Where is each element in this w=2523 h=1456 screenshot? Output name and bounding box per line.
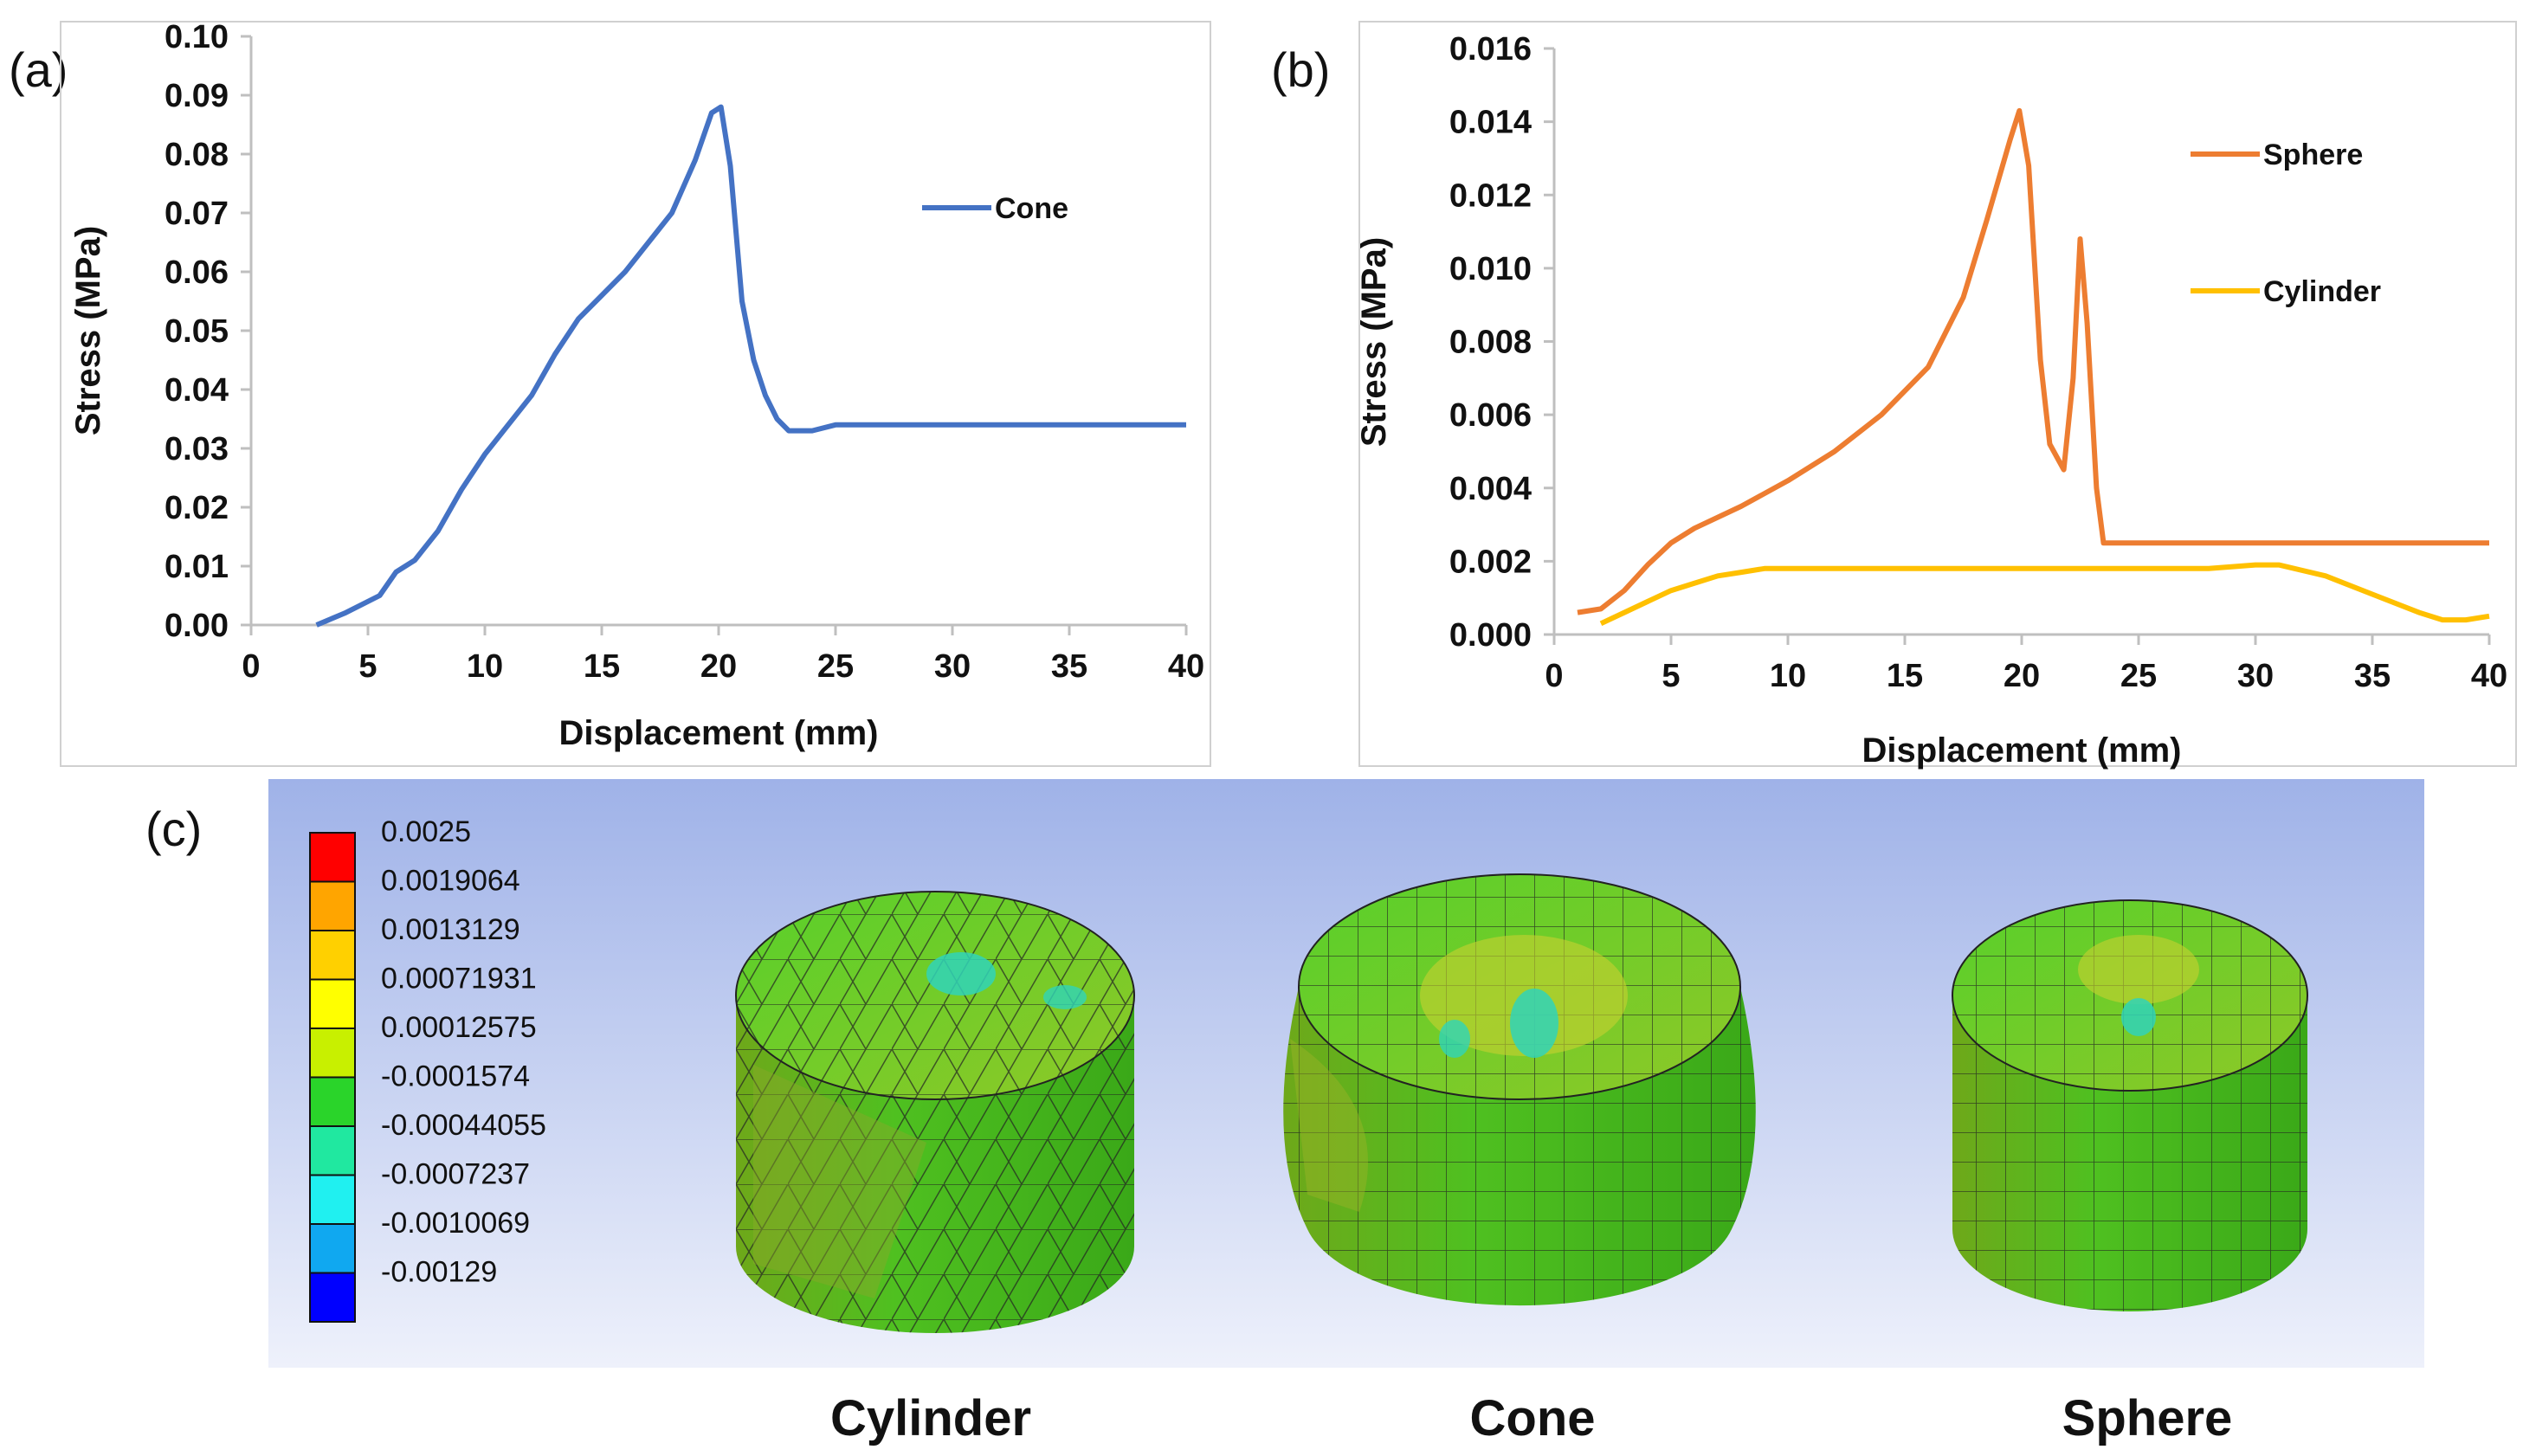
scale-value-label: -0.0001574: [381, 1060, 530, 1093]
scale-color-box: [309, 1125, 356, 1176]
chart-a-y-tick-label: 0.04: [165, 372, 229, 409]
scale-color-box: [309, 880, 356, 931]
chart-b-y-tick-label: 0.014: [1449, 105, 1532, 141]
scale-value-label: -0.00044055: [381, 1109, 546, 1142]
cylinder-legend-label: Cylinder: [2263, 275, 2381, 308]
chart-b-y-axis-label: Stress (MPa): [1355, 237, 1393, 447]
chart-b-x-tick-label: 25: [2120, 658, 2157, 694]
fem-contour-panel: 0.0025 0.0019064 0.0013129 0.00071931 0.0001…: [268, 779, 2424, 1368]
chart-a-y-tick-label: 0.06: [165, 254, 229, 291]
scale-value-label: 0.0025: [381, 815, 471, 848]
chart-a-x-tick-label: 30: [934, 648, 971, 685]
scale-color-box: [309, 1272, 356, 1323]
chart-b-x-tick-label: 30: [2237, 658, 2274, 694]
chart-a-y-tick-label: 0.05: [165, 313, 229, 350]
scale-value-label: -0.0007237: [381, 1158, 530, 1191]
panel-c-label: (c): [145, 802, 203, 856]
chart-a-x-tick-label: 10: [467, 648, 503, 685]
scale-color-box: [309, 832, 356, 883]
cone-legend-label: Cone: [995, 192, 1068, 225]
chart-a-x-tick-label: 40: [1168, 648, 1204, 685]
chart-b-x-tick-label: 40: [2471, 658, 2507, 694]
chart-a-x-tick-label: 15: [584, 648, 620, 685]
chart-a-y-tick-label: 0.09: [165, 78, 229, 114]
cylinder-fem-model: [735, 891, 1135, 1333]
chart-a-y-tick-label: 0.00: [165, 608, 229, 644]
chart-a-x-tick-label: 5: [358, 648, 377, 685]
chart-b-x-axis-label: Displacement (mm): [1862, 731, 2182, 770]
chart-b-x-tick-label: 5: [1662, 658, 1680, 694]
chart-a-x-tick-label: 0: [242, 648, 260, 685]
scale-color-box: [309, 1174, 356, 1225]
chart-b: 0 5 10 15 20 25 30 35 40 0.000 0.002 0.004 0.006 0.00…: [1355, 21, 2517, 770]
chart-a-y-tick-label: 0.01: [165, 549, 229, 585]
scale-color-box: [309, 1028, 356, 1079]
chart-b-y-tick-label: 0.000: [1449, 617, 1532, 654]
chart-a-y-tick-label: 0.02: [165, 490, 229, 526]
chart-b-y-tick-label: 0.016: [1449, 31, 1532, 68]
scale-value-label: 0.00012575: [381, 1011, 537, 1044]
cone-series-line: [315, 104, 1186, 628]
panel-a-label: (a): [9, 42, 68, 97]
chart-b-y-tick-label: 0.012: [1449, 177, 1532, 214]
chart-a-x-tick-label: 20: [700, 648, 737, 685]
chart-b-y-tick-label: 0.002: [1449, 544, 1532, 580]
chart-a-y-tick-label: 0.08: [165, 137, 229, 173]
chart-b-y-tick-label: 0.008: [1449, 325, 1532, 361]
scale-value-label: 0.0013129: [381, 913, 520, 946]
chart-a-frame: [60, 21, 1211, 767]
chart-a-x-axis-label: Displacement (mm): [559, 714, 879, 752]
scale-value-label: -0.0010069: [381, 1207, 530, 1240]
scale-value-label: 0.00071931: [381, 963, 537, 995]
chart-b-y-tick-label: 0.010: [1449, 251, 1532, 287]
chart-b-frame: [1358, 21, 2517, 767]
chart-a-y-axis-label: Stress (MPa): [69, 226, 107, 435]
scale-color-box: [309, 1223, 356, 1274]
scale-color-box: [309, 930, 356, 981]
scale-value-label: -0.00129: [381, 1256, 497, 1289]
scale-color-box: [309, 1076, 356, 1127]
chart-b-x-tick-label: 15: [1887, 658, 1923, 694]
chart-a-y-tick-label: 0.03: [165, 431, 229, 467]
cylinder-series-line: [1599, 562, 2490, 627]
chart-b-x-tick-label: 0: [1545, 658, 1563, 694]
sphere-legend-label: Sphere: [2263, 139, 2363, 171]
chart-b-y-tick-label: 0.004: [1449, 471, 1532, 507]
chart-a: 0 5 10 15 20 25 30 35 40 0.00 0.01 0.02 0.03 0.04 0.05…: [60, 19, 1211, 767]
scale-value-label: 0.0019064: [381, 865, 520, 898]
cone-model-title: Cone: [1469, 1390, 1596, 1446]
chart-b-y-tick-label: 0.006: [1449, 397, 1532, 434]
chart-b-x-tick-label: 20: [2004, 658, 2040, 694]
cone-fem-model: [1283, 873, 1756, 1306]
chart-b-x-tick-label: 10: [1770, 658, 1806, 694]
cylinder-model-title: Cylinder: [829, 1390, 1032, 1446]
chart-a-x-tick-label: 25: [817, 648, 854, 685]
scale-color-box: [309, 978, 356, 1029]
sphere-model-title: Sphere: [2062, 1390, 2233, 1446]
chart-a-y-tick-label: 0.10: [165, 19, 229, 55]
chart-a-y-tick-label: 0.07: [165, 196, 229, 232]
chart-b-x-tick-label: 35: [2354, 658, 2391, 694]
panel-b-label: (b): [1271, 42, 1331, 97]
sphere-fem-model: [1952, 899, 2308, 1311]
chart-a-x-tick-label: 35: [1051, 648, 1087, 685]
sphere-series-line: [1577, 107, 2489, 615]
